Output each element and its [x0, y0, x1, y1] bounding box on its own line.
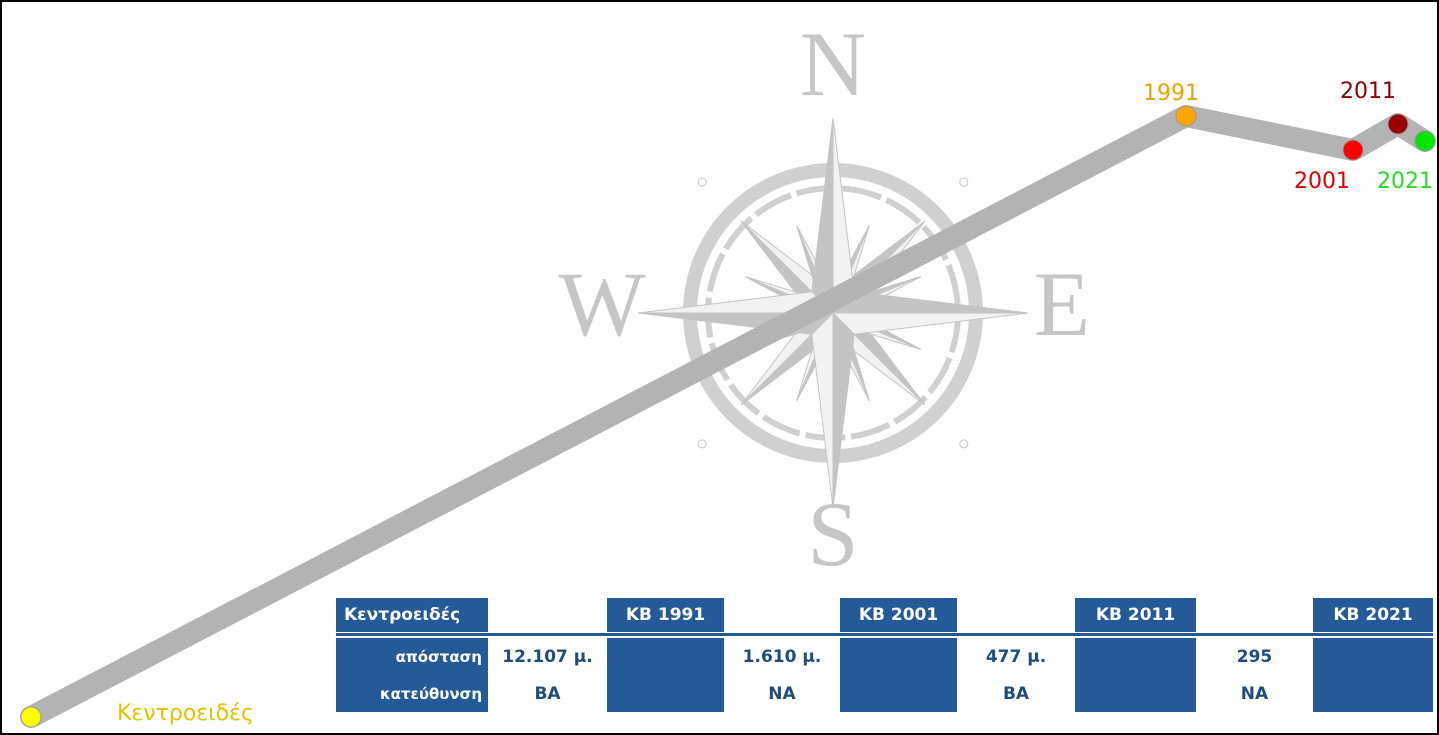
- compass-part: [698, 440, 706, 448]
- compass-part: [833, 313, 854, 508]
- point-label: 1991: [1143, 81, 1199, 106]
- direction: ΝΑ: [1196, 675, 1313, 712]
- table-header: KB 2011: [1075, 598, 1196, 632]
- compass-part: [833, 313, 1028, 334]
- distance: 477 μ.: [957, 638, 1075, 675]
- table-block: [607, 638, 724, 712]
- row-label: κατεύθυνση: [336, 675, 488, 712]
- compass-letter: E: [1034, 253, 1090, 355]
- point-label: 2011: [1340, 79, 1396, 104]
- table-rule: [336, 633, 1433, 636]
- point-label: Κεντροειδές: [117, 701, 254, 726]
- compass-part: [960, 440, 968, 448]
- distance: 295: [1196, 638, 1313, 675]
- compass-part: [698, 178, 706, 186]
- row-label: απόσταση: [336, 638, 488, 675]
- compass-letter: N: [800, 13, 866, 115]
- direction: ΝΑ: [724, 675, 840, 712]
- point-label: 2021: [1377, 169, 1433, 194]
- point: [1388, 114, 1408, 134]
- point: [1176, 106, 1196, 126]
- point: [1415, 131, 1435, 151]
- table-block: [1075, 638, 1196, 712]
- point-label: 2001: [1294, 169, 1350, 194]
- distance: 1.610 μ.: [724, 638, 840, 675]
- table-block: [1313, 638, 1433, 712]
- compass-part: [960, 178, 968, 186]
- direction: ΒΑ: [488, 675, 607, 712]
- distance: 12.107 μ.: [488, 638, 607, 675]
- compass-letter: W: [559, 253, 646, 355]
- compass-part: [812, 118, 833, 313]
- table-header: KB 1991: [607, 598, 724, 632]
- compass-letter: S: [807, 483, 858, 585]
- point: [21, 707, 41, 727]
- compass-rose: [638, 118, 1028, 508]
- compass-part: [812, 313, 833, 508]
- direction: ΒΑ: [957, 675, 1075, 712]
- point: [1343, 140, 1363, 160]
- table-header: KB 2001: [840, 598, 957, 632]
- table-header: KB 2021: [1313, 598, 1433, 632]
- table-header: Κεντροειδές: [336, 598, 488, 632]
- table-block: [840, 638, 957, 712]
